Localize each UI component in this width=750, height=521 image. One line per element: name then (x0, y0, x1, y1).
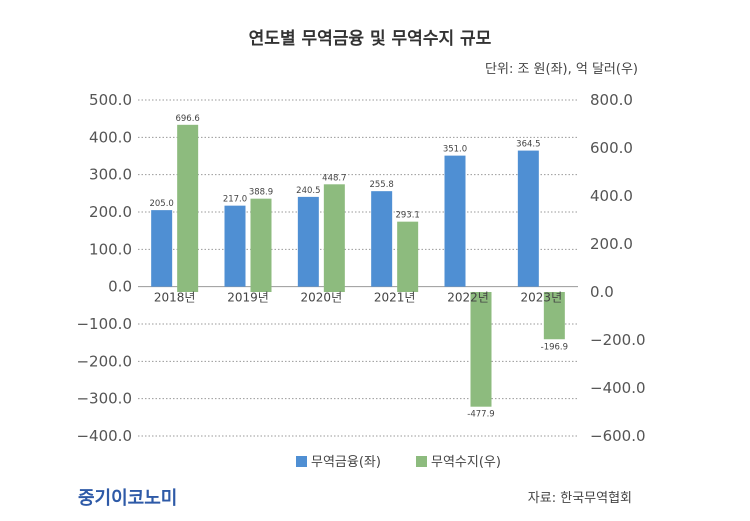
y-left-tick-label: −400.0 (76, 427, 132, 445)
gridlines (138, 99, 578, 437)
y-right-tick-label: −400.0 (590, 379, 646, 397)
y-left-tick-label: 300.0 (89, 166, 132, 184)
bar-trade-balance (470, 292, 492, 407)
bar-trade-balance (250, 198, 272, 292)
data-label: 448.7 (322, 173, 346, 183)
data-label: 293.1 (395, 211, 419, 221)
y-right-tick-label: −200.0 (590, 331, 646, 349)
bar-trade-finance (297, 196, 319, 287)
y-left-tick-label: 200.0 (89, 203, 132, 221)
y-left-tick-label: 100.0 (89, 240, 132, 258)
legend-label: 무역수지(우) (431, 455, 501, 470)
legend-label: 무역금융(좌) (311, 455, 381, 470)
data-label: 255.8 (369, 180, 393, 190)
bars (151, 124, 565, 407)
bar-trade-balance (177, 124, 199, 292)
logo: 중기이코노미 (78, 488, 177, 509)
legend-swatch (296, 456, 307, 467)
y-left-tick-label: −100.0 (76, 315, 132, 333)
data-label: 388.9 (249, 188, 273, 198)
y-axis-left: 500.0 400.0 300.0 200.0 100.0 0.0 −100.0 −200.0… (76, 91, 132, 445)
legend: 무역금융(좌) 무역수지(우) (296, 455, 501, 470)
y-right-tick-label: −600.0 (590, 427, 646, 445)
y-right-tick-label: 600.0 (590, 139, 633, 157)
x-axis: 2018년 2019년 2020년 2021년 2022년 2023년 (154, 291, 562, 305)
data-label: 217.0 (223, 195, 247, 205)
chart-title: 연도별 무역금융 및 무역수지 규모 (249, 29, 492, 49)
data-label: 696.6 (175, 114, 199, 124)
y-left-tick-label: −300.0 (76, 390, 132, 408)
y-right-tick-label: 800.0 (590, 91, 633, 109)
data-label: -196.9 (541, 342, 568, 352)
y-left-tick-label: −200.0 (76, 352, 132, 370)
bar-trade-finance (151, 210, 173, 287)
x-tick-label: 2023년 (521, 291, 563, 305)
data-label: -477.9 (467, 410, 494, 420)
bar-trade-finance (371, 191, 393, 287)
data-label: 364.5 (516, 140, 540, 150)
bar-trade-balance (397, 221, 419, 292)
data-label: 240.5 (296, 186, 320, 196)
data-label: 205.0 (149, 199, 173, 209)
bar-trade-balance (323, 184, 345, 292)
unit-note: 단위: 조 원(좌), 억 달러(우) (485, 62, 638, 77)
bar-trade-balance (543, 292, 565, 340)
x-tick-label: 2021년 (374, 291, 416, 305)
y-left-tick-label: 400.0 (89, 128, 132, 146)
x-tick-label: 2019년 (227, 291, 269, 305)
x-tick-label: 2020년 (301, 291, 343, 305)
y-left-tick-label: 500.0 (89, 91, 132, 109)
y-right-tick-label: 200.0 (590, 235, 633, 253)
y-axis-right: 800.0 600.0 400.0 200.0 0.0 −200.0 −400.0 −600.… (590, 91, 646, 445)
y-right-tick-label: 0.0 (590, 283, 614, 301)
bar-trade-finance (517, 150, 539, 287)
bar-trade-finance (224, 205, 246, 287)
source-note: 자료: 한국무역협회 (528, 491, 632, 506)
x-tick-label: 2022년 (447, 291, 489, 305)
bar-trade-finance (444, 155, 466, 287)
x-tick-label: 2018년 (154, 291, 196, 305)
data-label: 351.0 (443, 145, 467, 155)
y-right-tick-label: 400.0 (590, 187, 633, 205)
y-left-tick-label: 0.0 (108, 278, 132, 296)
legend-swatch (416, 456, 427, 467)
